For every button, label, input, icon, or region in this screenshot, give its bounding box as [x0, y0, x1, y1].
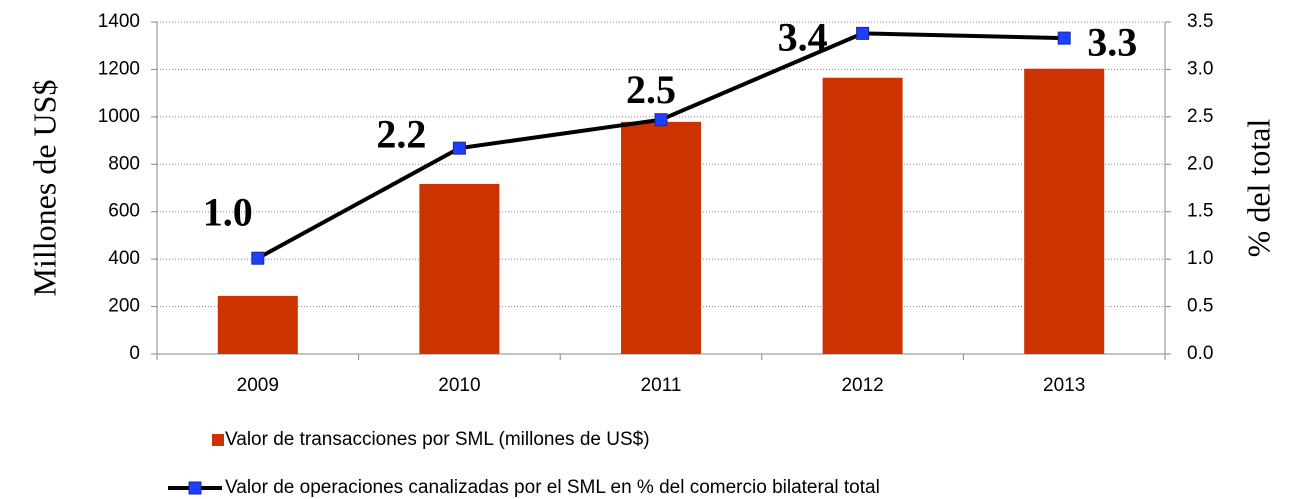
marker	[452, 141, 466, 155]
marker	[251, 251, 265, 265]
x-tick-label: 2010	[438, 375, 480, 396]
value-label: 3.4	[778, 15, 828, 60]
bar	[419, 183, 500, 354]
y2-tick-label: 3.5	[1187, 11, 1213, 32]
y-axis-title: Millones de US$	[26, 80, 62, 297]
marker	[1057, 31, 1071, 45]
value-label: 1.0	[203, 189, 253, 234]
y-tick-label: 1400	[98, 11, 140, 32]
y2-axis-title: % del total	[1240, 119, 1276, 258]
y2-tick-label: 2.0	[1187, 153, 1213, 174]
y-tick-label: 800	[108, 153, 140, 174]
legend-swatch	[212, 434, 224, 446]
bar	[822, 77, 903, 354]
x-tick-label: 2009	[237, 375, 279, 396]
x-tick-label: 2012	[841, 375, 883, 396]
value-label: 2.2	[376, 111, 426, 156]
y2-tick-label: 1.0	[1187, 248, 1213, 269]
y-tick-label: 400	[108, 248, 140, 269]
legend-marker	[188, 481, 202, 495]
legend-label: Valor de transacciones por SML (millones…	[225, 429, 650, 450]
bar	[1024, 68, 1105, 355]
y-tick-label: 0	[129, 343, 140, 364]
y2-tick-label: 3.0	[1187, 58, 1213, 79]
y2-tick-label: 0.0	[1187, 343, 1213, 364]
bar	[621, 121, 701, 354]
value-label: 3.3	[1087, 19, 1137, 64]
y2-tick-label: 1.5	[1187, 201, 1213, 222]
y2-tick-label: 2.5	[1187, 106, 1213, 127]
y-tick-label: 1000	[98, 106, 140, 127]
marker	[654, 113, 668, 127]
y-tick-label: 200	[108, 296, 140, 317]
y-tick-label: 600	[108, 201, 140, 222]
y2-tick-label: 0.5	[1187, 296, 1213, 317]
bar	[217, 295, 298, 354]
marker	[856, 26, 870, 40]
value-label: 2.5	[626, 67, 676, 112]
legend-label: Valor de operaciones canalizadas por el …	[225, 477, 880, 498]
y-tick-label: 1200	[98, 58, 140, 79]
x-tick-label: 2013	[1043, 375, 1085, 396]
x-tick-label: 2011	[641, 375, 682, 396]
